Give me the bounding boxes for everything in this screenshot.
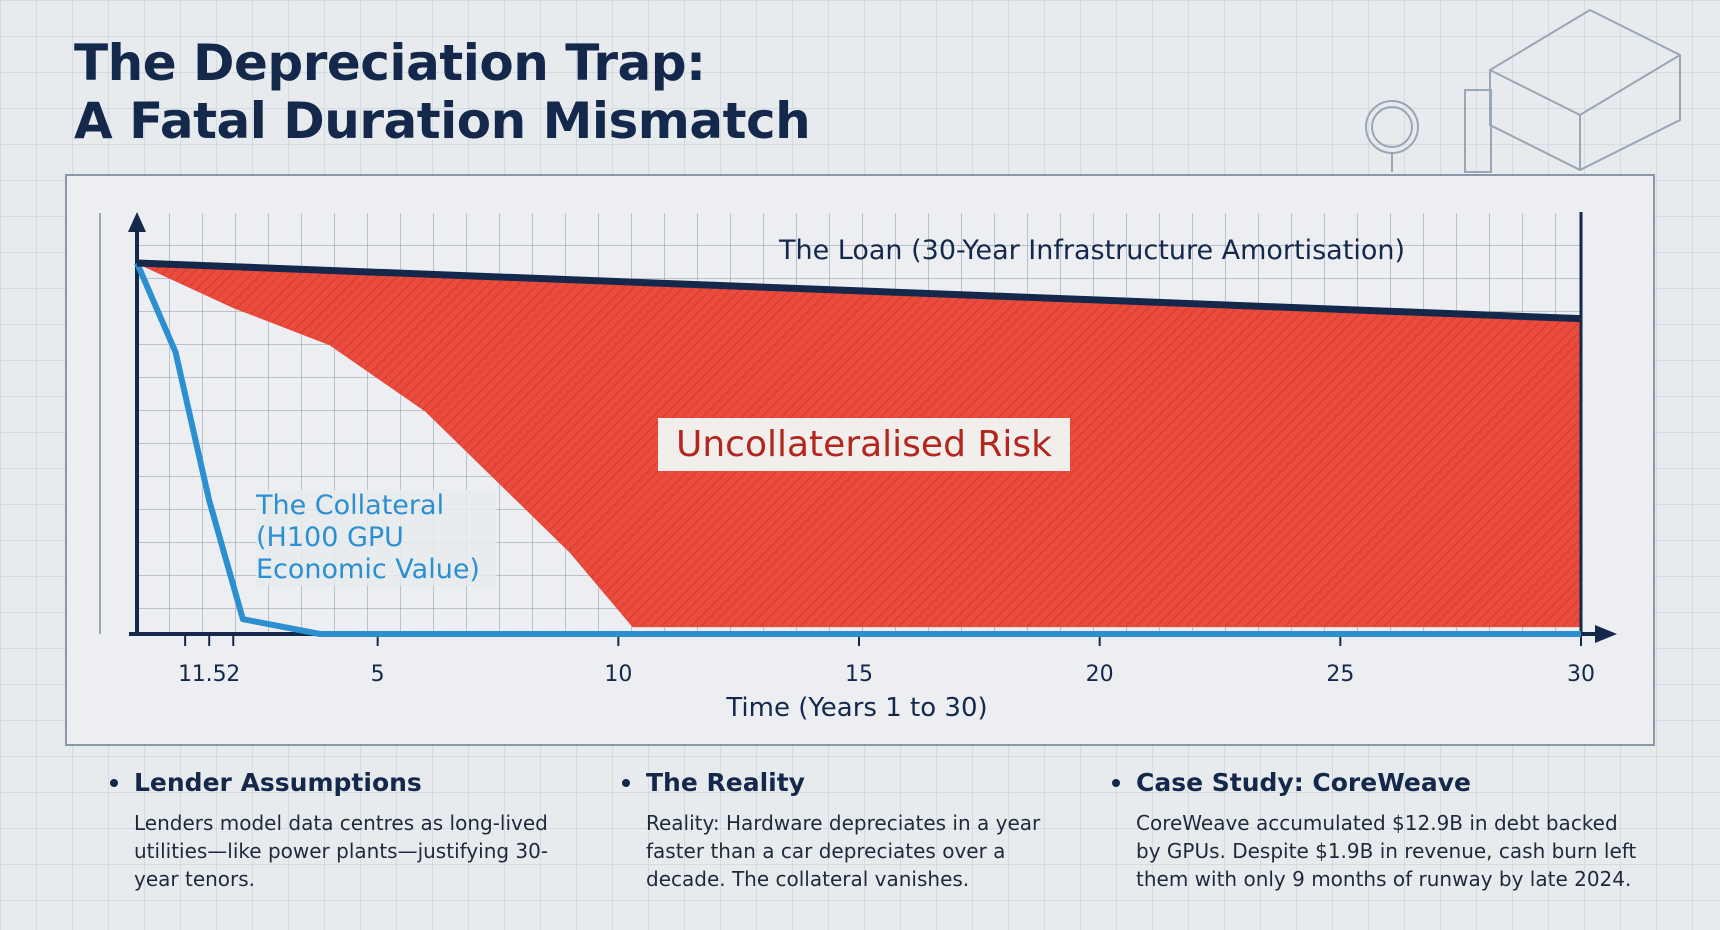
note-text: Lenders model data centres as long-lived… bbox=[134, 811, 549, 891]
x-tick-label: 10 bbox=[604, 662, 632, 687]
x-tick-label: 15 bbox=[845, 662, 873, 687]
note-heading: Lender Assumptions bbox=[110, 768, 560, 797]
note-text: Reality: Hardware depreciates in a year … bbox=[646, 811, 1041, 891]
note-heading: The Reality bbox=[622, 768, 1072, 797]
note-text: CoreWeave accumulated $12.9B in debt bac… bbox=[1136, 811, 1637, 891]
x-tick-label: 1 bbox=[178, 662, 192, 687]
y-axis-arrow bbox=[128, 212, 146, 232]
x-tick-label: 20 bbox=[1086, 662, 1114, 687]
area-label: Uncollateralised Risk bbox=[658, 418, 1070, 471]
x-axis-label: Time (Years 1 to 30) bbox=[725, 693, 987, 723]
note: Case Study: CoreWeave CoreWeave accumula… bbox=[1112, 768, 1642, 893]
series-line bbox=[134, 261, 1581, 637]
series-label: The Collateral (H100 GPU Economic Value) bbox=[256, 490, 496, 586]
title-line: A Fatal Duration Mismatch bbox=[74, 92, 811, 150]
note: The Reality Reality: Hardware depreciate… bbox=[622, 768, 1072, 893]
decoration bbox=[99, 8, 1681, 634]
note-heading: Case Study: CoreWeave bbox=[1112, 768, 1642, 797]
title-line: The Depreciation Trap: bbox=[74, 34, 706, 92]
x-tick-label: 25 bbox=[1326, 662, 1354, 687]
series-line bbox=[136, 259, 1582, 323]
x-axis-arrow bbox=[1595, 625, 1617, 643]
x-tick-label: 1.5 bbox=[192, 662, 227, 687]
x-tick-label: 5 bbox=[371, 662, 385, 687]
title: The Depreciation Trap: A Fatal Duration … bbox=[74, 34, 811, 150]
x-tick-label: 2 bbox=[226, 662, 240, 687]
note: Lender Assumptions Lenders model data ce… bbox=[110, 768, 560, 893]
series-label: The Loan (30-Year Infrastructure Amortis… bbox=[778, 235, 1405, 266]
x-tick-label: 30 bbox=[1567, 662, 1595, 687]
